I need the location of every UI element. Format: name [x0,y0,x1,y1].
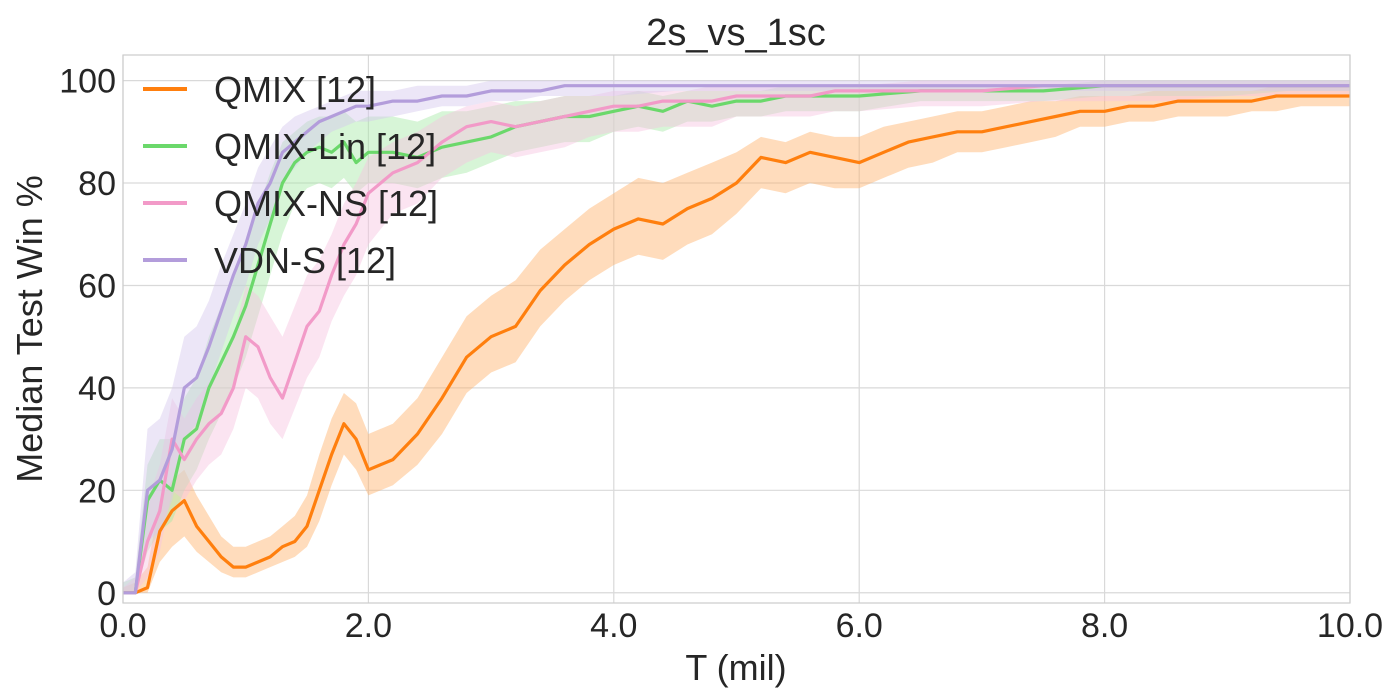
vdn-s-12-line [123,84,1350,595]
y-axis-title: Median Test Win % [9,175,50,482]
confidence-bands [123,80,1350,593]
y-tick-label: 60 [78,267,116,305]
legend-label: QMIX [12] [214,69,376,110]
x-tick-label: 2.0 [345,607,392,645]
x-tick-label: 6.0 [836,607,883,645]
legend-label: VDN-S [12] [214,240,396,281]
x-tick-label: 4.0 [590,607,637,645]
x-axis-title: T (mil) [685,647,786,688]
qmix-lin-12-line [123,84,1350,595]
y-tick-label: 80 [78,165,116,203]
qmix-12-line [123,94,1350,595]
legend-label: QMIX-NS [12] [214,183,438,224]
series-lines [123,84,1350,595]
tick-labels: 0.0 2.0 4.0 6.0 8.0 10.0 0 20 40 60 80 100 [59,63,1383,645]
x-tick-label: 0.0 [99,607,146,645]
legend-item: QMIX [12] [143,69,376,110]
plot-frame [122,54,1351,604]
y-tick-label: 0 [97,575,116,613]
x-tick-label: 8.0 [1081,607,1128,645]
x-tick-label: 10.0 [1317,607,1383,645]
y-tick-label: 20 [78,472,116,510]
qmix-12-band [123,85,1350,593]
y-tick-label: 100 [59,63,116,101]
chart-title: 2s_vs_1sc [646,12,826,54]
legend-item: VDN-S [12] [143,240,396,281]
legend-label: QMIX-Lin [12] [214,126,436,167]
legend-item: QMIX-Lin [12] [143,126,436,167]
legend: QMIX [12] QMIX-Lin [12] QMIX-NS [12] VDN-S … [143,69,438,281]
legend-item: QMIX-NS [12] [143,183,438,224]
y-tick-label: 40 [78,370,116,408]
qmix-ns-12-line [123,84,1350,595]
